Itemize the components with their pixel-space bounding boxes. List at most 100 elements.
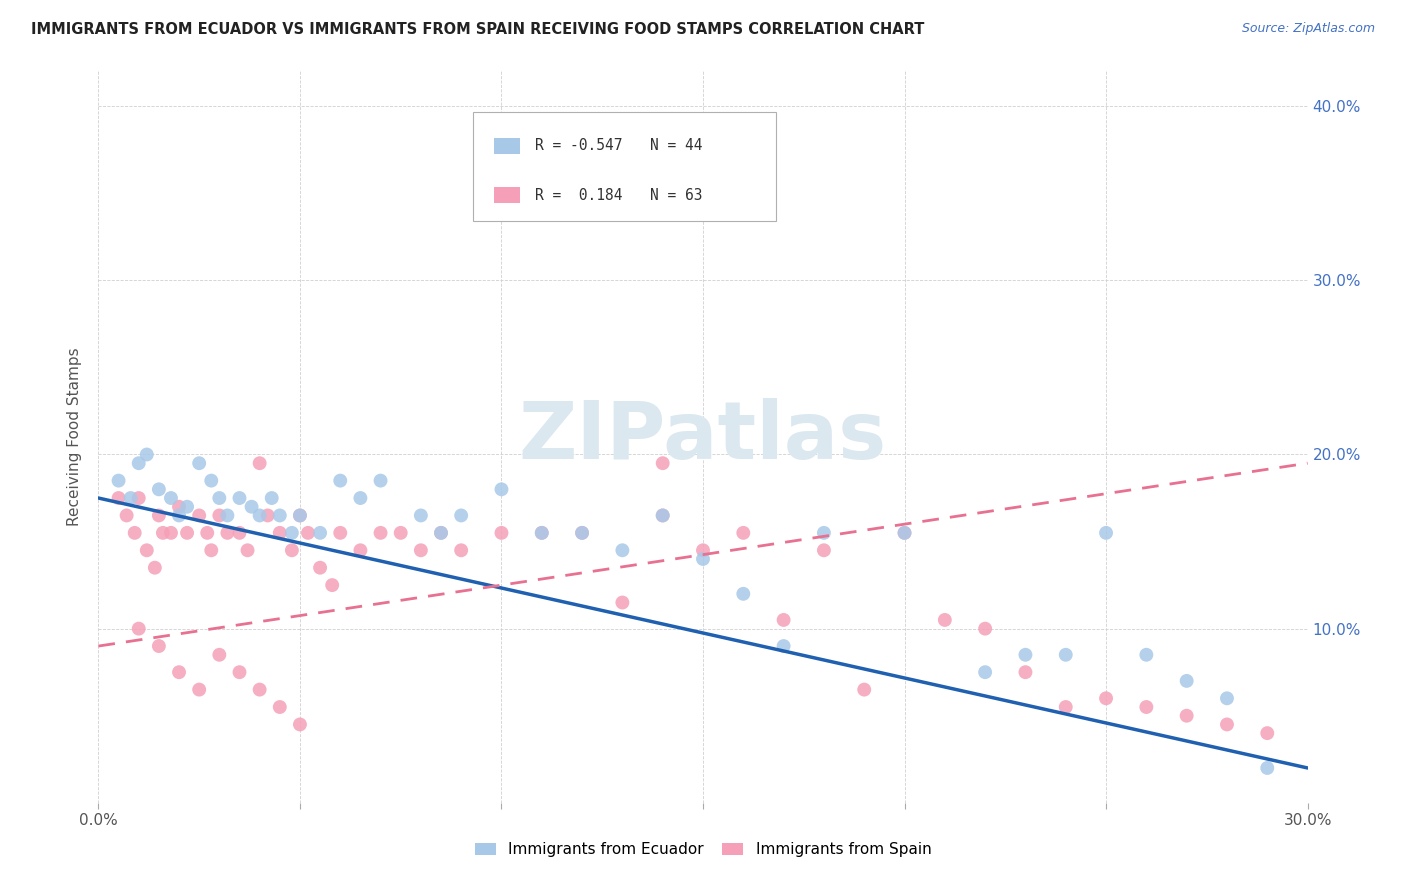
- Point: [772, 639, 794, 653]
- Point: [288, 717, 311, 731]
- Point: [176, 525, 198, 540]
- Point: [143, 560, 166, 574]
- Point: [1014, 665, 1036, 680]
- Point: [269, 525, 291, 540]
- Point: [651, 456, 673, 470]
- Point: [430, 525, 453, 540]
- Point: [1054, 648, 1077, 662]
- Legend: Immigrants from Ecuador, Immigrants from Spain: Immigrants from Ecuador, Immigrants from…: [475, 842, 931, 857]
- Point: [188, 682, 211, 697]
- Point: [651, 508, 673, 523]
- Point: [934, 613, 956, 627]
- Point: [128, 622, 150, 636]
- Point: [1175, 708, 1198, 723]
- Point: [200, 474, 222, 488]
- Point: [1135, 648, 1157, 662]
- Point: [107, 474, 129, 488]
- Point: [1216, 717, 1239, 731]
- Point: [1256, 761, 1278, 775]
- Point: [692, 543, 714, 558]
- FancyBboxPatch shape: [494, 138, 520, 154]
- Point: [389, 525, 412, 540]
- Point: [409, 543, 432, 558]
- Point: [1216, 691, 1239, 706]
- Point: [530, 525, 553, 540]
- Point: [692, 552, 714, 566]
- Point: [1054, 700, 1077, 714]
- Point: [571, 525, 593, 540]
- Point: [148, 639, 170, 653]
- Point: [893, 525, 915, 540]
- Point: [370, 474, 392, 488]
- Point: [813, 525, 835, 540]
- Point: [1135, 700, 1157, 714]
- Point: [217, 508, 239, 523]
- Point: [107, 491, 129, 505]
- Point: [208, 491, 231, 505]
- Text: R =  0.184: R = 0.184: [534, 187, 623, 202]
- Point: [228, 665, 250, 680]
- Point: [974, 665, 997, 680]
- Point: [370, 525, 392, 540]
- Point: [135, 543, 157, 558]
- Point: [188, 508, 211, 523]
- Text: IMMIGRANTS FROM ECUADOR VS IMMIGRANTS FROM SPAIN RECEIVING FOOD STAMPS CORRELATI: IMMIGRANTS FROM ECUADOR VS IMMIGRANTS FR…: [31, 22, 924, 37]
- Point: [128, 456, 150, 470]
- Point: [491, 483, 513, 497]
- Point: [217, 525, 239, 540]
- Point: [1095, 525, 1118, 540]
- Text: Source: ZipAtlas.com: Source: ZipAtlas.com: [1241, 22, 1375, 36]
- Point: [135, 448, 157, 462]
- Point: [167, 500, 190, 514]
- Point: [208, 648, 231, 662]
- Point: [530, 525, 553, 540]
- Point: [733, 587, 755, 601]
- Point: [152, 525, 174, 540]
- Point: [813, 543, 835, 558]
- Point: [430, 525, 453, 540]
- Point: [491, 525, 513, 540]
- FancyBboxPatch shape: [494, 187, 520, 203]
- Point: [167, 508, 190, 523]
- Point: [450, 543, 472, 558]
- Point: [349, 491, 371, 505]
- Point: [309, 560, 332, 574]
- Point: [124, 525, 146, 540]
- Point: [148, 508, 170, 523]
- Point: [160, 491, 183, 505]
- FancyBboxPatch shape: [474, 112, 776, 221]
- Point: [281, 543, 304, 558]
- Point: [329, 525, 352, 540]
- Point: [200, 543, 222, 558]
- Point: [571, 525, 593, 540]
- Point: [240, 500, 263, 514]
- Text: ZIPatlas: ZIPatlas: [519, 398, 887, 476]
- Point: [1014, 648, 1036, 662]
- Point: [120, 491, 142, 505]
- Text: N = 63: N = 63: [650, 187, 702, 202]
- Point: [1175, 673, 1198, 688]
- Point: [321, 578, 343, 592]
- Point: [269, 700, 291, 714]
- Point: [450, 508, 472, 523]
- Point: [148, 483, 170, 497]
- Point: [974, 622, 997, 636]
- Point: [409, 508, 432, 523]
- Point: [612, 595, 634, 609]
- Point: [1095, 691, 1118, 706]
- Point: [160, 525, 183, 540]
- Point: [228, 525, 250, 540]
- Point: [772, 613, 794, 627]
- Text: N = 44: N = 44: [650, 138, 702, 153]
- Point: [853, 682, 876, 697]
- Point: [893, 525, 915, 540]
- Y-axis label: Receiving Food Stamps: Receiving Food Stamps: [67, 348, 83, 526]
- Point: [228, 491, 250, 505]
- Point: [309, 525, 332, 540]
- Point: [249, 508, 271, 523]
- Point: [349, 543, 371, 558]
- Point: [1256, 726, 1278, 740]
- Point: [208, 508, 231, 523]
- Point: [288, 508, 311, 523]
- Point: [249, 456, 271, 470]
